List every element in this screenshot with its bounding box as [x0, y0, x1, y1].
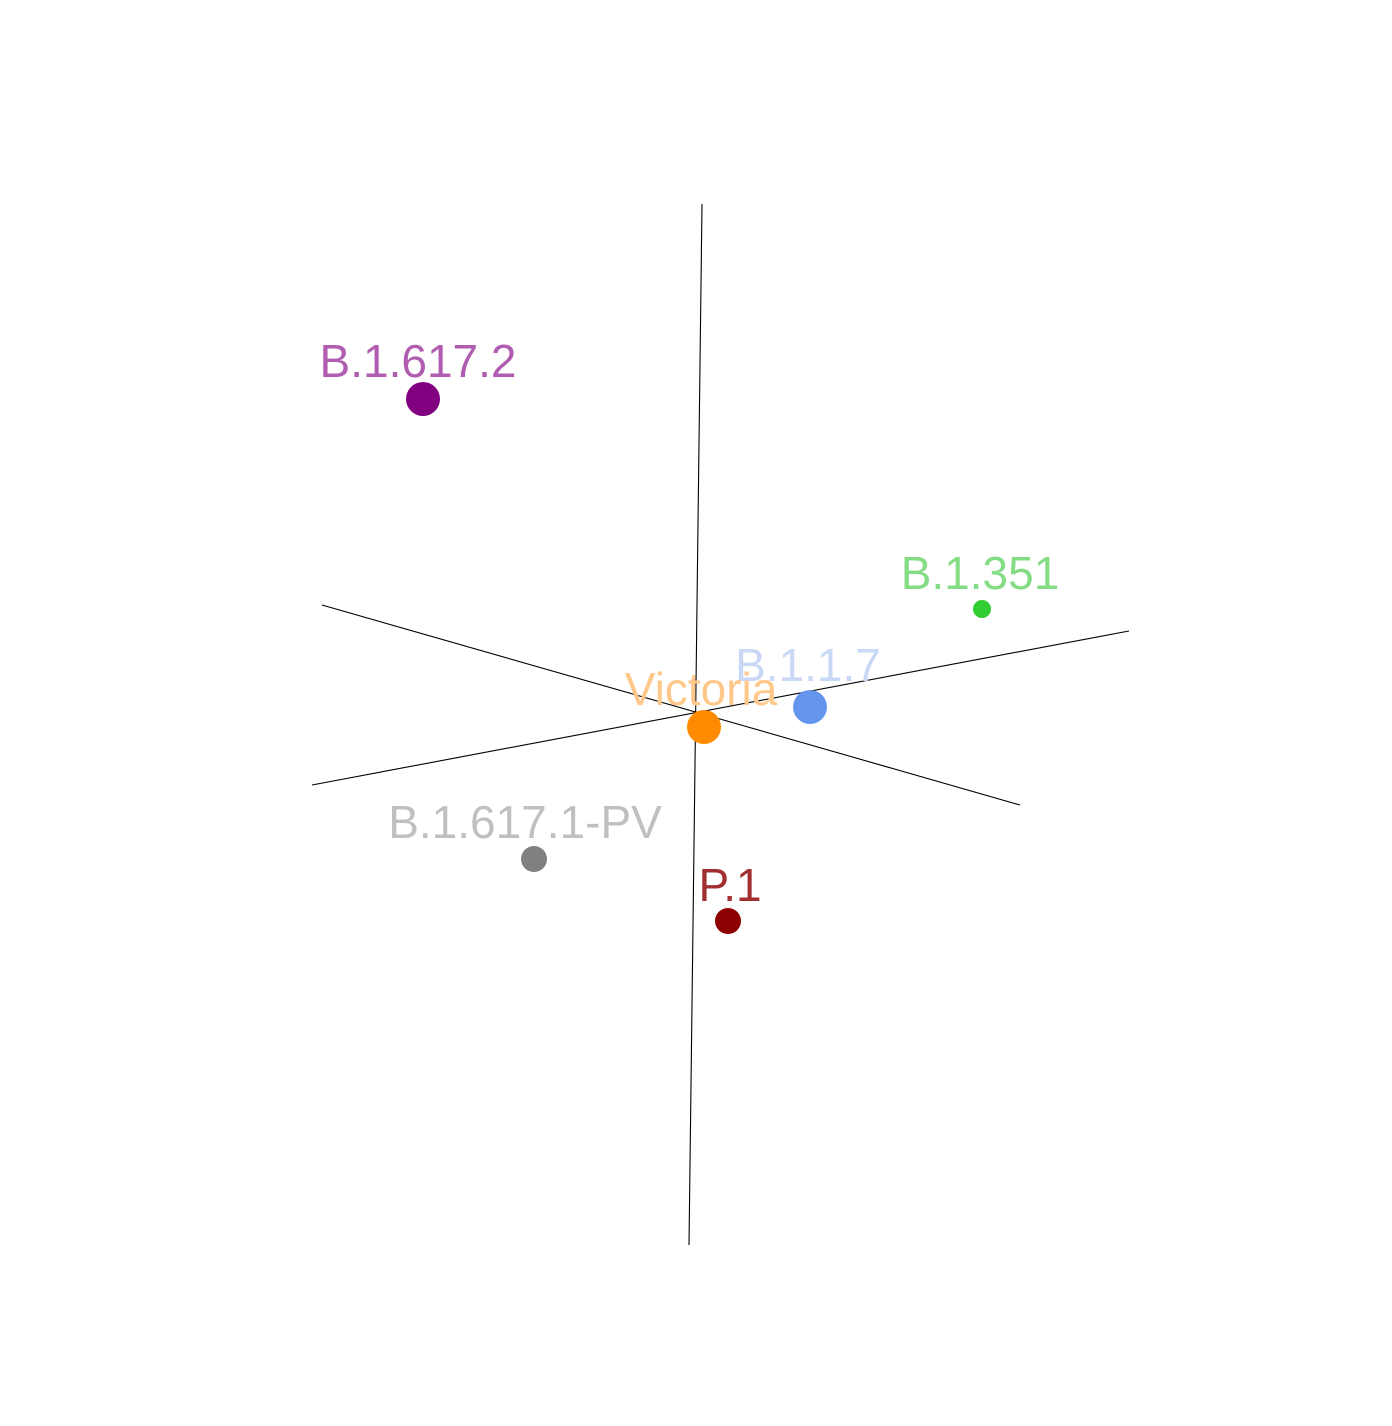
point-marker-b-1-1-7 [793, 690, 827, 724]
point-victoria: Victoria [625, 663, 778, 744]
point-marker-victoria [687, 710, 721, 744]
point-marker-b-1-351 [973, 600, 991, 618]
horizontal-axis [311, 630, 1130, 786]
point-marker-b-1-617-2 [406, 382, 440, 416]
point-label-p-1: P.1 [698, 859, 761, 911]
point-b-1-1-7: B.1.1.7 [735, 639, 881, 724]
point-b-1-351: B.1.351 [901, 547, 1060, 618]
point-label-b-1-1-7: B.1.1.7 [735, 639, 881, 691]
point-label-b-1-617-1-pv: B.1.617.1-PV [388, 796, 662, 848]
point-label-b-1-351: B.1.351 [901, 547, 1060, 599]
point-label-victoria: Victoria [625, 663, 778, 715]
point-marker-p-1 [715, 908, 741, 934]
point-marker-b-1-617-1-pv [521, 846, 547, 872]
point-b-1-617-1-pv: B.1.617.1-PV [388, 796, 662, 872]
point-p-1: P.1 [698, 859, 762, 934]
point-label-b-1-617-2: B.1.617.2 [320, 335, 517, 387]
point-b-1-617-2: B.1.617.2 [320, 335, 517, 416]
depth-axis [321, 604, 1021, 806]
